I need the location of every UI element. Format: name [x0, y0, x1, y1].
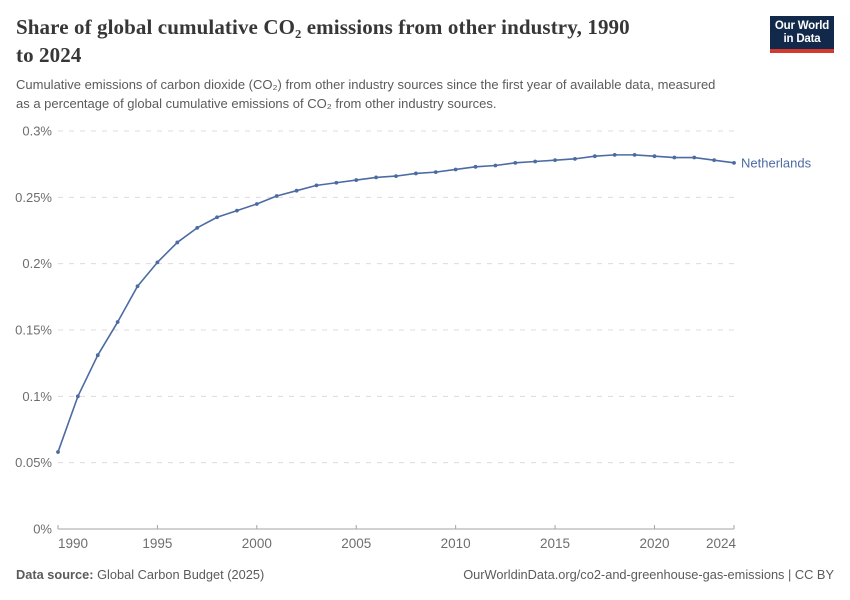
- data-point[interactable]: [75, 394, 80, 399]
- data-point[interactable]: [592, 154, 597, 159]
- data-point[interactable]: [413, 171, 418, 176]
- x-axis-tick-label: 2010: [441, 536, 471, 551]
- logo-line-1: Our World: [774, 20, 830, 32]
- data-point[interactable]: [732, 160, 736, 165]
- data-point[interactable]: [453, 167, 458, 172]
- data-point[interactable]: [294, 188, 299, 193]
- data-point[interactable]: [195, 225, 200, 230]
- data-point[interactable]: [692, 155, 697, 160]
- data-point[interactable]: [235, 208, 239, 213]
- data-point[interactable]: [115, 320, 120, 324]
- data-point[interactable]: [573, 156, 577, 161]
- data-point[interactable]: [135, 284, 140, 289]
- data-point[interactable]: [274, 194, 279, 198]
- chart-footer: Data source: Global Carbon Budget (2025)…: [16, 566, 834, 583]
- data-source-value: Global Carbon Budget (2025): [93, 567, 265, 582]
- y-axis-tick-label: 0.25%: [15, 190, 52, 205]
- page-title: Share of global cumulative CO₂ emissions…: [16, 13, 756, 69]
- data-point[interactable]: [712, 158, 717, 163]
- data-point[interactable]: [533, 159, 538, 164]
- title-line-2: to 2024: [16, 43, 82, 67]
- x-axis-tick-label: 2005: [341, 536, 371, 551]
- x-axis-tick-label: 2024: [706, 536, 737, 551]
- data-point[interactable]: [215, 215, 219, 220]
- data-point[interactable]: [354, 178, 359, 182]
- data-source: Data source: Global Carbon Budget (2025): [16, 566, 264, 583]
- data-point[interactable]: [473, 164, 478, 169]
- data-point[interactable]: [374, 175, 379, 180]
- logo-line-2: in Data: [783, 33, 821, 45]
- data-point[interactable]: [513, 160, 518, 165]
- chart-subtitle: Cumulative emissions of carbon dioxide (…: [16, 75, 826, 113]
- data-point[interactable]: [612, 152, 617, 157]
- data-point[interactable]: [155, 260, 160, 265]
- data-point[interactable]: [394, 174, 398, 179]
- data-point[interactable]: [672, 155, 677, 160]
- subtitle-line-2: as a percentage of global cumulative emi…: [16, 96, 497, 111]
- data-point[interactable]: [433, 170, 438, 175]
- y-axis-tick-label: 0.2%: [22, 256, 52, 271]
- data-source-label: Data source:: [16, 567, 94, 582]
- footer-credit: OurWorldinData.org/co2-and-greenhouse-ga…: [463, 567, 834, 582]
- x-axis-tick-label: 2020: [639, 536, 669, 551]
- data-point[interactable]: [314, 183, 319, 188]
- series-line[interactable]: [57, 154, 735, 453]
- series-label[interactable]: Netherlands: [741, 155, 812, 170]
- data-point[interactable]: [553, 158, 557, 163]
- y-axis-tick-label: 0.1%: [22, 389, 52, 404]
- data-point[interactable]: [493, 163, 498, 168]
- data-point[interactable]: [652, 154, 657, 159]
- subtitle-line-1: Cumulative emissions of carbon dioxide (…: [16, 77, 716, 92]
- x-axis-tick-label: 2000: [242, 536, 272, 551]
- x-axis-tick-label: 1995: [142, 536, 172, 551]
- title-line-1: Share of global cumulative CO₂ emissions…: [16, 15, 630, 39]
- data-point[interactable]: [632, 152, 637, 157]
- y-axis-tick-label: 0.3%: [22, 124, 52, 139]
- data-point[interactable]: [175, 240, 180, 245]
- data-point[interactable]: [254, 202, 259, 206]
- y-axis-tick-label: 0%: [33, 522, 52, 537]
- y-axis-tick-label: 0.05%: [15, 455, 52, 470]
- x-axis-tick-label: 2015: [540, 536, 570, 551]
- data-point[interactable]: [334, 180, 339, 185]
- owid-logo: Our World in Data: [770, 16, 834, 53]
- x-axis-tick-label: 1990: [58, 536, 88, 551]
- data-point[interactable]: [56, 450, 60, 454]
- data-point[interactable]: [95, 353, 100, 358]
- y-axis-tick-label: 0.15%: [15, 323, 52, 338]
